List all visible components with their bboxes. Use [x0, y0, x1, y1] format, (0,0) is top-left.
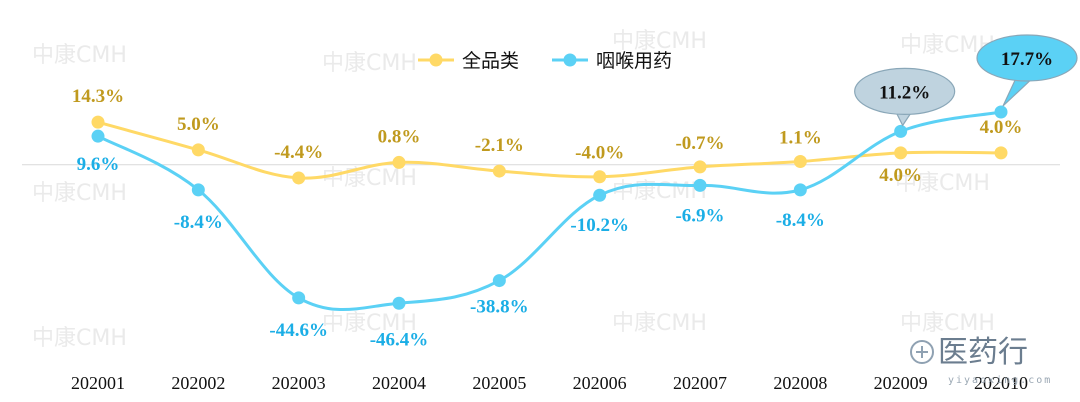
- data-point: [492, 274, 506, 288]
- x-tick-label: 202004: [372, 373, 426, 393]
- series-line: [97, 120, 1002, 180]
- watermark-text: 中康CMH: [322, 166, 417, 191]
- x-tick-label: 202001: [71, 373, 125, 393]
- callouts-layer: 11.2% 17.7%: [854, 34, 1078, 127]
- data-point: [693, 160, 707, 174]
- data-label: -0.7%: [675, 133, 724, 154]
- data-point: [292, 171, 306, 185]
- x-axis-ticks: 202001 202002 202003 202004 202005 202006 2020…: [71, 373, 1028, 393]
- data-labels-layer: 14.3% 5.0% -4.4% 0.8% -2.1% -4.0% -0.7% 1.1% 4.0…: [72, 86, 1023, 350]
- data-point: [91, 115, 105, 129]
- legend-item: 咽喉用药: [552, 50, 672, 72]
- data-point: [492, 164, 506, 178]
- watermark-text: 中康CMH: [612, 179, 707, 204]
- data-point: [91, 129, 105, 143]
- data-label: 0.8%: [378, 126, 421, 147]
- data-point: [191, 183, 205, 197]
- x-tick-label: 202007: [673, 373, 727, 393]
- watermark-text: 中康CMH: [895, 171, 990, 196]
- data-label: 14.3%: [72, 86, 124, 107]
- x-tick-label: 202006: [573, 373, 627, 393]
- legend-item: 全品类: [418, 50, 519, 72]
- x-tick-label: 202009: [874, 373, 928, 393]
- x-tick-label: 202010: [974, 373, 1028, 393]
- data-point: [593, 170, 607, 184]
- data-point: [793, 155, 807, 169]
- callout-label: 11.2%: [879, 82, 930, 103]
- data-label: -46.4%: [370, 329, 429, 350]
- data-point: [894, 146, 908, 160]
- data-label: 4.0%: [879, 165, 922, 186]
- logo-text: 医药行: [938, 335, 1028, 370]
- data-point: [994, 146, 1008, 160]
- data-point: [894, 124, 908, 138]
- series-0: [91, 115, 1008, 185]
- data-point: [793, 183, 807, 197]
- data-label: -6.9%: [675, 205, 724, 226]
- watermark-text: 中康CMH: [322, 51, 417, 76]
- data-label: 4.0%: [980, 117, 1023, 138]
- data-point: [593, 188, 607, 202]
- data-point: [292, 291, 306, 305]
- data-label: -44.6%: [269, 320, 328, 341]
- brand-logo: 医药行 yiyaoxing.com: [910, 335, 1052, 386]
- logo-icon: [910, 340, 934, 364]
- callout-bubble: 17.7%: [976, 34, 1078, 107]
- data-point: [994, 105, 1008, 119]
- legend-label: 咽喉用药: [596, 50, 672, 72]
- watermark-text: 中康CMH: [32, 43, 127, 68]
- callout-bubble: 11.2%: [854, 67, 956, 127]
- watermark-text: 中康CMH: [32, 181, 127, 206]
- data-label: 9.6%: [77, 154, 120, 175]
- data-label: -10.2%: [570, 215, 629, 236]
- watermark-text: 中康CMH: [32, 326, 127, 351]
- watermark-text: 中康CMH: [900, 311, 995, 336]
- watermark-text: 中康CMH: [322, 311, 417, 336]
- watermark-text: 中康CMH: [612, 311, 707, 336]
- legend: 全品类 咽喉用药: [418, 50, 672, 72]
- x-tick-label: 202003: [272, 373, 326, 393]
- logo-subtext: yiyaoxing.com: [948, 375, 1052, 386]
- legend-swatch-marker: [429, 53, 443, 67]
- legend-swatch-marker: [563, 53, 577, 67]
- data-point: [693, 178, 707, 192]
- callout-label: 17.7%: [1001, 49, 1053, 70]
- data-label: -8.4%: [174, 212, 223, 233]
- watermark-text: 中康CMH: [612, 29, 707, 54]
- data-label: 1.1%: [779, 128, 822, 149]
- legend-label: 全品类: [462, 50, 519, 72]
- data-label: -38.8%: [470, 297, 529, 318]
- series-1: [91, 105, 1008, 312]
- data-point: [191, 143, 205, 157]
- data-label: -8.4%: [776, 210, 825, 231]
- data-label: -4.4%: [274, 142, 323, 163]
- watermark-layer: 中康CMH 中康CMH 中康CMH 中康CMH 中康CMH 中康CMH 中康CMH 中康CMH…: [32, 29, 995, 351]
- x-tick-label: 202005: [472, 373, 526, 393]
- data-label: -2.1%: [475, 135, 524, 156]
- x-tick-label: 202008: [773, 373, 827, 393]
- data-label: -4.0%: [575, 143, 624, 164]
- data-point: [392, 155, 406, 169]
- data-label: 5.0%: [177, 114, 220, 135]
- series-layer: [91, 105, 1008, 312]
- x-tick-label: 202002: [171, 373, 225, 393]
- data-point: [392, 296, 406, 310]
- series-line: [97, 110, 1002, 312]
